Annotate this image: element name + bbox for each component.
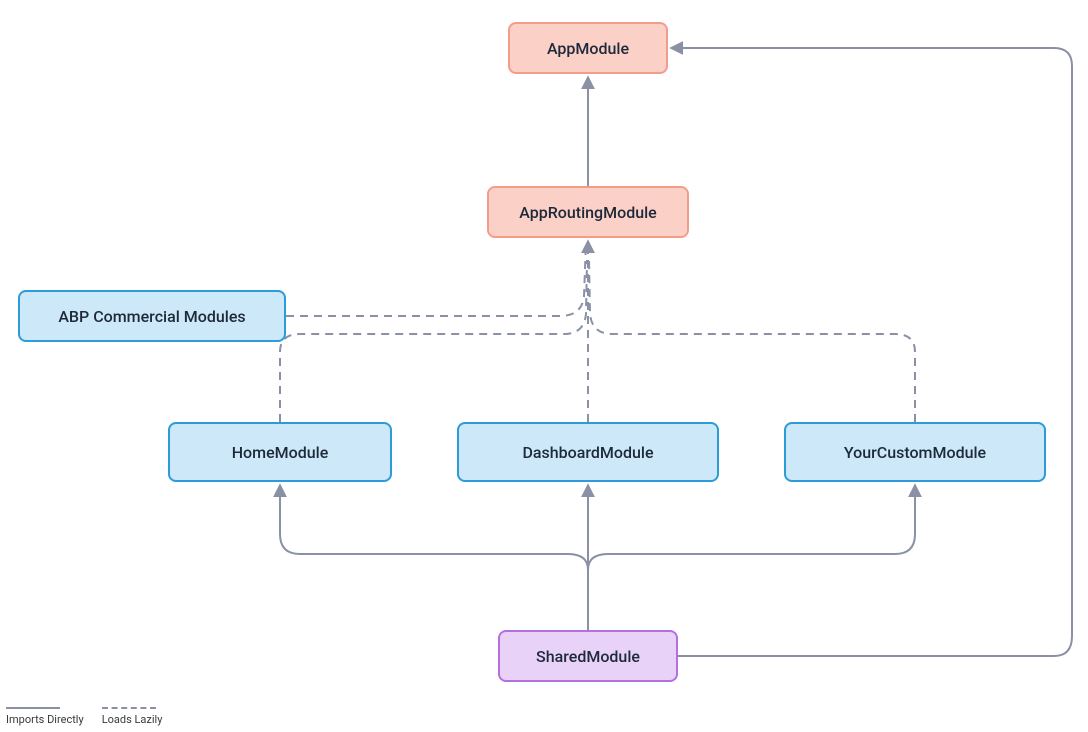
- node-sharedmodule: SharedModule: [498, 630, 678, 682]
- node-yourcustommodule: YourCustomModule: [784, 422, 1046, 482]
- edge-home-to-routing: [280, 260, 587, 422]
- node-label: DashboardModule: [522, 443, 653, 462]
- node-appmodule: AppModule: [508, 22, 668, 74]
- legend-item-dashed: Loads Lazily: [102, 707, 163, 726]
- legend-swatch-solid: [6, 707, 60, 709]
- node-approutingmodule: AppRoutingModule: [487, 186, 689, 238]
- node-label: YourCustomModule: [844, 443, 986, 462]
- node-homemodule: HomeModule: [168, 422, 392, 482]
- legend-label-dashed: Loads Lazily: [102, 713, 163, 726]
- node-label: AppModule: [547, 39, 629, 58]
- edge-abp-to-routing: [286, 242, 586, 316]
- node-abp-commercial-modules: ABP Commercial Modules: [18, 290, 286, 342]
- node-label: SharedModule: [536, 647, 640, 666]
- legend-swatch-dashed: [102, 707, 156, 709]
- edge-shared-to-custom: [588, 486, 915, 570]
- edge-shared-to-home: [280, 486, 588, 570]
- legend: Imports Directly Loads Lazily: [6, 707, 162, 726]
- edge-shared-to-app: [672, 48, 1072, 656]
- legend-label-solid: Imports Directly: [6, 713, 84, 726]
- legend-item-solid: Imports Directly: [6, 707, 84, 726]
- node-label: ABP Commercial Modules: [58, 307, 245, 326]
- node-label: HomeModule: [232, 443, 329, 462]
- edge-custom-to-routing: [589, 260, 915, 422]
- diagram-edges: [0, 0, 1088, 732]
- node-label: AppRoutingModule: [519, 203, 657, 222]
- node-dashboardmodule: DashboardModule: [457, 422, 719, 482]
